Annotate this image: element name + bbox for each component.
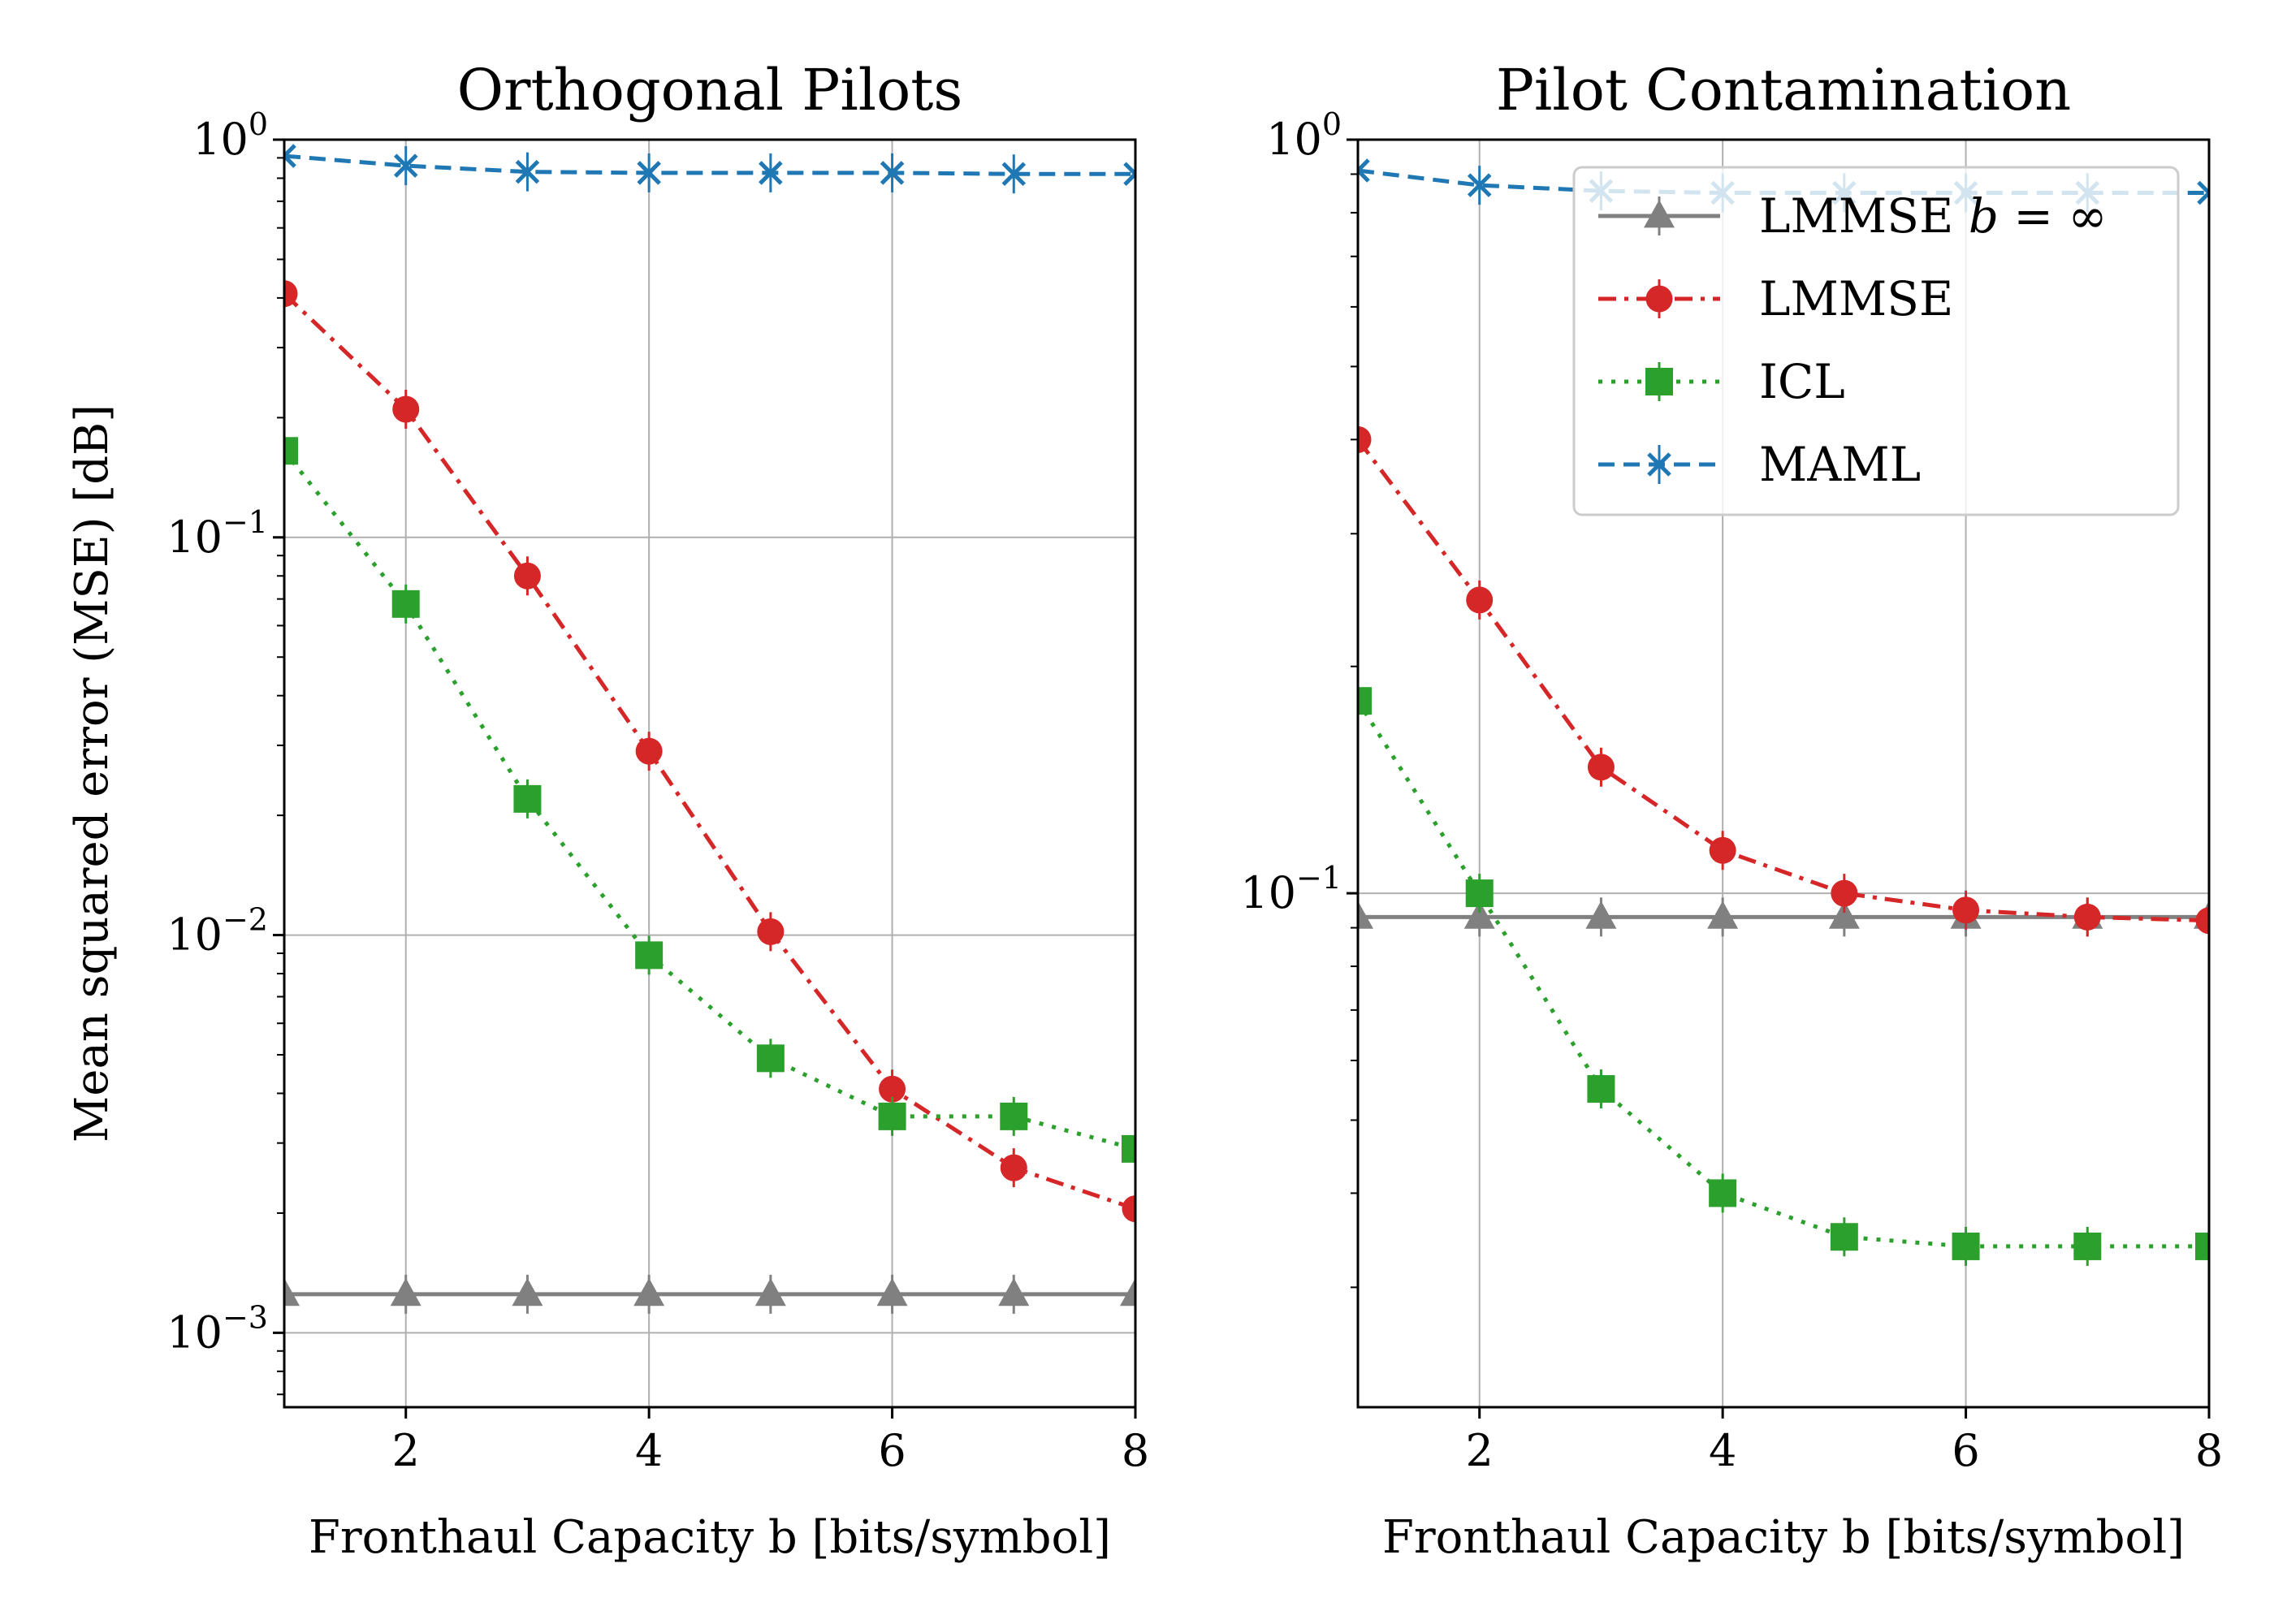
data-point-x [2197,180,2209,205]
data-point-circle [1952,896,1980,924]
data-point-square [1122,1134,1135,1163]
data-point-triangle [1585,901,1617,929]
data-point-circle [757,918,785,945]
data-point-circle [2195,907,2209,935]
series-group [284,140,1135,1314]
data-point-x [515,159,540,184]
x-tick-label: 4 [635,1425,663,1476]
data-point-triangle [1120,1277,1135,1307]
data-point-x [759,161,783,185]
data-point-square [1358,687,1372,715]
data-point-square [1000,1102,1028,1130]
data-point-square [635,941,664,970]
y-tick-label: 10−3 [166,1299,268,1358]
chart-title: Orthogonal Pilots [457,57,963,123]
data-point-triangle [754,1277,786,1307]
data-point-circle [1709,836,1736,864]
legend-label: LMMSE [1759,271,1953,326]
y-axis-label: Mean squared error (MSE) [dB] [66,404,119,1142]
data-point-x [1358,158,1370,183]
legend-marker-x [1647,452,1671,477]
series-group [1358,151,2209,1266]
legend-marker-circle [1645,285,1673,313]
data-point-x [880,161,905,185]
data-point-circle [1358,425,1372,453]
x-tick-label: 2 [392,1425,420,1476]
data-point-triangle [1828,901,1860,929]
data-point-x [1123,162,1135,186]
x-axis-label: Fronthaul Capacity b [bits/symbol] [1382,1511,2185,1564]
data-point-circle [1831,879,1858,907]
data-point-square [2195,1232,2209,1260]
subplot-2: 2 4 6 8 100 10−1 Pilot Contamination Fronthaul … [1240,57,2223,1564]
data-point-square [756,1044,785,1073]
legend-marker-square [1645,368,1673,395]
data-point-triangle [876,1277,908,1307]
data-point-square [391,590,420,618]
data-point-square [1952,1232,1980,1260]
data-point-x [284,144,296,168]
data-point-square [1709,1179,1737,1207]
y-tick-label: 100 [192,106,268,165]
subplot-1: 2 4 6 8 100 10−1 10−2 10−3 Orthogonal Pilots Fron… [66,57,1149,1564]
y-tick-label: 10−2 [166,902,268,961]
data-point-x [393,153,418,178]
data-point-triangle [390,1277,422,1307]
data-point-circle [284,280,298,308]
data-point-triangle [1707,901,1739,929]
legend-label: MAML [1759,437,1921,492]
x-axis-label: Fronthaul Capacity b [bits/symbol] [309,1511,1111,1564]
data-point-triangle [998,1277,1030,1307]
plots: 2 4 6 8 100 10−1 10−2 10−3 Orthogonal Pilots Fron… [66,57,2223,1564]
data-point-circle [392,395,420,423]
legend-label: LMMSE b = ∞ [1759,188,2108,244]
data-point-circle [1000,1154,1027,1181]
x-tick-label: 2 [1466,1425,1494,1476]
series-line-circle [1358,438,2209,923]
data-point-square [513,784,542,813]
data-point-circle [1466,586,1494,614]
x-tick-label: 6 [1952,1425,1979,1476]
data-point-x [637,161,661,185]
data-point-triangle [1463,901,1495,929]
data-point-x [1001,162,1027,186]
legend-label: ICL [1759,354,1845,409]
data-point-square [1465,879,1494,908]
data-point-triangle [1358,901,1373,929]
x-tick-label: 8 [1122,1425,1149,1476]
axes-frame [1356,138,2211,1409]
x-tick-label: 4 [1709,1425,1736,1476]
chart-title: Pilot Contamination [1496,57,2071,123]
legend: LMMSE b = ∞ LMMSE ICL MAML [1572,166,2180,516]
data-point-square [878,1102,906,1130]
data-point-triangle [284,1277,300,1307]
series-line-circle [284,292,1135,1212]
x-tick-label: 6 [878,1425,906,1476]
legend-marker-triangle [1644,200,1675,228]
data-point-circle [1587,754,1615,781]
series-line-square [1358,699,2209,1249]
series-line-x [284,153,1135,176]
x-tick-label: 8 [2195,1425,2223,1476]
y-tick-label: 10−1 [1240,860,1342,918]
y-tick-label: 10−1 [166,504,268,563]
data-point-square [2073,1232,2102,1260]
data-point-square [1587,1075,1615,1104]
data-point-square [1830,1223,1858,1251]
data-point-circle [2073,903,2101,931]
data-point-circle [879,1075,906,1103]
legend-box [1572,166,2180,516]
y-tick-label: 100 [1266,106,1342,165]
data-point-triangle [512,1277,543,1307]
data-point-circle [513,562,541,590]
series-line-square [284,449,1135,1151]
data-point-x [1467,173,1492,197]
data-point-triangle [633,1277,665,1307]
data-point-circle [635,737,663,765]
data-point-square [284,437,298,465]
axes-frame [283,138,1137,1409]
data-point-circle [1122,1195,1135,1223]
